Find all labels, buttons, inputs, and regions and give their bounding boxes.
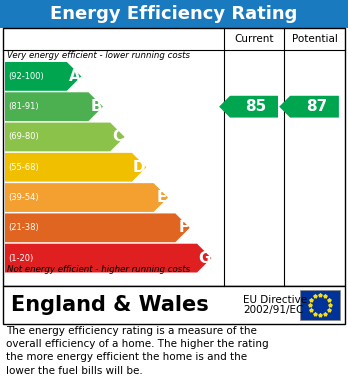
Polygon shape [279, 96, 339, 118]
Text: Potential: Potential [292, 34, 338, 44]
Polygon shape [5, 183, 168, 212]
Text: A: A [69, 69, 80, 84]
Text: (69-80): (69-80) [8, 133, 39, 142]
Text: B: B [90, 99, 102, 114]
Polygon shape [5, 244, 212, 273]
Text: (92-100): (92-100) [8, 72, 44, 81]
Text: EU Directive: EU Directive [243, 295, 307, 305]
Polygon shape [5, 213, 190, 242]
Text: Very energy efficient - lower running costs: Very energy efficient - lower running co… [7, 51, 190, 60]
Polygon shape [5, 153, 147, 182]
Polygon shape [5, 122, 125, 151]
Text: C: C [112, 129, 124, 144]
Text: Current: Current [234, 34, 274, 44]
Text: (55-68): (55-68) [8, 163, 39, 172]
Bar [3, 28, 345, 286]
Text: (39-54): (39-54) [8, 193, 39, 202]
Text: (81-91): (81-91) [8, 102, 39, 111]
Polygon shape [219, 96, 278, 118]
Text: 87: 87 [306, 99, 327, 114]
Bar [300, 290, 340, 320]
Text: The energy efficiency rating is a measure of the
overall efficiency of a home. T: The energy efficiency rating is a measur… [6, 326, 269, 376]
Text: England & Wales: England & Wales [11, 295, 209, 315]
Text: Not energy efficient - higher running costs: Not energy efficient - higher running co… [7, 265, 190, 274]
Polygon shape [5, 92, 103, 121]
Text: (1-20): (1-20) [8, 254, 33, 263]
Text: G: G [198, 251, 211, 265]
Bar [0, 0, 348, 28]
Text: (21-38): (21-38) [8, 223, 39, 232]
Text: F: F [179, 220, 189, 235]
Bar [3, 286, 345, 324]
Text: Energy Efficiency Rating: Energy Efficiency Rating [50, 5, 298, 23]
Text: 85: 85 [246, 99, 267, 114]
Text: E: E [157, 190, 167, 205]
Text: 2002/91/EC: 2002/91/EC [243, 305, 303, 315]
Polygon shape [5, 62, 81, 91]
Text: D: D [133, 160, 145, 175]
